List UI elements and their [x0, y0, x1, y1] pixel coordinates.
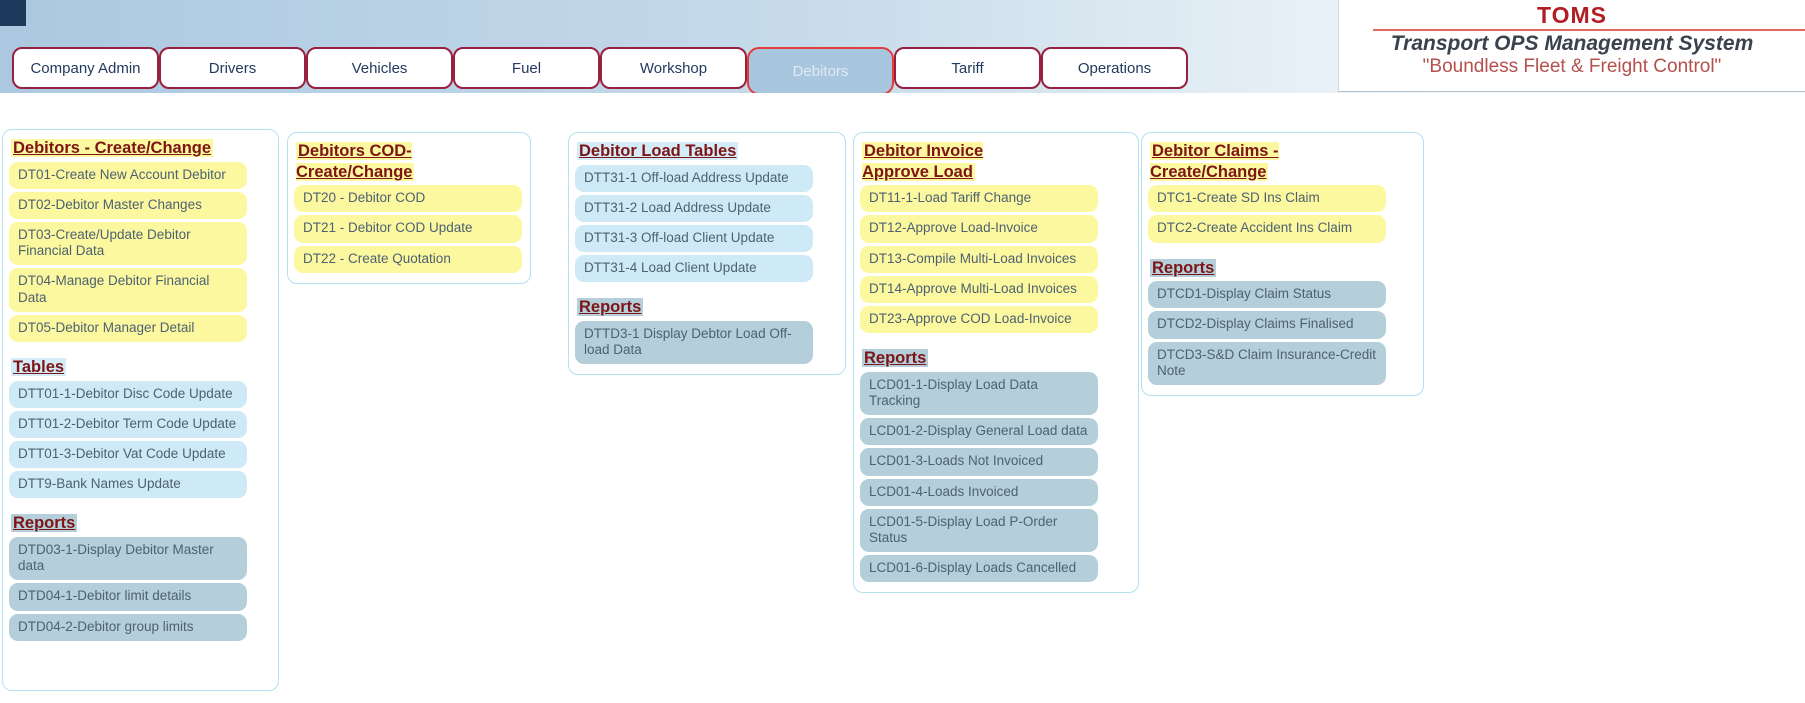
- tab-workshop[interactable]: Workshop: [600, 47, 747, 89]
- section-heading: Debitor Invoice Approve Load: [862, 141, 1130, 182]
- section-heading-label: Debitor Invoice Approve Load: [862, 142, 984, 181]
- tab-drivers[interactable]: Drivers: [159, 47, 306, 89]
- panel-debitor-load-tables: Debitor Load Tables DTT31-1 Off-load Addr…: [568, 132, 846, 376]
- section-heading: Debitors - Create/Change: [11, 138, 270, 159]
- panel-debitors-create-change: Debitors - Create/Change DT01-Create New …: [2, 129, 279, 691]
- section-heading: Debitor Load Tables: [577, 141, 837, 162]
- section: Reports LCD01-1-Display Load Data Trackin…: [860, 348, 1130, 583]
- section-heading-label: Debitor Load Tables: [577, 142, 739, 160]
- tab-operations[interactable]: Operations: [1041, 47, 1188, 89]
- panel-debitor-invoice-approve-load: Debitor Invoice Approve Load DT11-1-Load …: [853, 132, 1139, 594]
- section-heading-label: Debitors - Create/Change: [11, 139, 214, 157]
- menu-item[interactable]: DTT31-3 Off-load Client Update: [575, 225, 813, 253]
- section-heading: Debitors COD- Create/Change: [296, 141, 522, 182]
- menu-item[interactable]: DT03-Create/Update Debitor Financial Dat…: [9, 222, 247, 266]
- section: Debitors COD- Create/Change DT20 - Debito…: [294, 141, 522, 273]
- section: Debitors - Create/Change DT01-Create New …: [9, 138, 270, 342]
- section-heading: Tables: [11, 357, 270, 378]
- menu-item[interactable]: DTCD2-Display Claims Finalised: [1148, 311, 1386, 339]
- tab-company-admin[interactable]: Company Admin: [12, 47, 159, 89]
- section-heading-label: Reports: [862, 349, 929, 368]
- menu-item[interactable]: DTT01-3-Debitor Vat Code Update: [9, 440, 247, 469]
- menu-item[interactable]: DTD04-2-Debitor group limits: [9, 613, 247, 641]
- menu-item[interactable]: DT20 - Debitor COD: [294, 185, 522, 213]
- tab-tariff[interactable]: Tariff: [894, 47, 1041, 89]
- section-heading: Debitor Claims - Create/Change: [1150, 141, 1415, 182]
- section: Tables DTT01-1-Debitor Disc Code Update DT…: [9, 357, 270, 499]
- section-heading: Reports: [1150, 258, 1415, 279]
- menu-item[interactable]: LCD01-2-Display General Load data: [860, 418, 1098, 446]
- panel-debitors-cod-create-change: Debitors COD- Create/Change DT20 - Debito…: [287, 132, 531, 284]
- menu-item[interactable]: LCD01-1-Display Load Data Tracking: [860, 371, 1098, 416]
- section-heading-label: Reports: [577, 298, 644, 317]
- section: Debitor Load Tables DTT31-1 Off-load Addr…: [575, 141, 837, 283]
- section: Debitor Claims - Create/Change DTC1-Creat…: [1148, 141, 1415, 243]
- section-heading: Reports: [577, 297, 837, 318]
- menu-item[interactable]: DTT31-4 Load Client Update: [575, 255, 813, 283]
- logo-panel: TOMS Transport OPS Management System "Bo…: [1338, 0, 1805, 92]
- section: Debitor Invoice Approve Load DT11-1-Load …: [860, 141, 1130, 334]
- menu-item[interactable]: DTT31-1 Off-load Address Update: [575, 164, 813, 192]
- menu-item[interactable]: DT04-Manage Debitor Financial Data: [9, 268, 247, 312]
- menu-item[interactable]: LCD01-5-Display Load P-Order Status: [860, 508, 1098, 553]
- menu-item[interactable]: DTT9-Bank Names Update: [9, 471, 247, 499]
- logo-title: TOMS: [1536, 2, 1608, 28]
- menu-item[interactable]: DT11-1-Load Tariff Change: [860, 185, 1098, 213]
- logo-subtitle: Transport OPS Management System: [1390, 32, 1754, 56]
- menu-item[interactable]: DT21 - Debitor COD Update: [294, 215, 522, 243]
- menu-item[interactable]: DTD03-1-Display Debitor Master data: [9, 536, 247, 581]
- menu-item[interactable]: DT22 - Create Quotation: [294, 245, 522, 273]
- menu-item[interactable]: DT14-Approve Multi-Load Invoices: [860, 275, 1098, 303]
- header-bar: Company Admin Drivers Vehicles Fuel Workshop…: [0, 0, 1805, 95]
- section-heading-label: Tables: [11, 357, 67, 376]
- menu-item[interactable]: DTD04-1-Debitor limit details: [9, 583, 247, 611]
- menu-item[interactable]: DTT31-2 Load Address Update: [575, 194, 813, 222]
- menu-item[interactable]: LCD01-3-Loads Not Invoiced: [860, 448, 1098, 476]
- module-tabs: Company Admin Drivers Vehicles Fuel Workshop…: [12, 47, 1188, 95]
- menu-item[interactable]: DT23-Approve COD Load-Invoice: [860, 306, 1098, 334]
- menu-item[interactable]: DTTD3-1 Display Debtor Load Off-load Dat…: [575, 321, 813, 365]
- section-heading-label: Debitors COD- Create/Change: [296, 142, 415, 181]
- menu-item[interactable]: LCD01-6-Display Loads Cancelled: [860, 555, 1098, 583]
- section-heading-label: Debitor Claims - Create/Change: [1150, 142, 1279, 181]
- menu-item[interactable]: DT12-Approve Load-Invoice: [860, 215, 1098, 243]
- menu-item[interactable]: DTC1-Create SD Ins Claim: [1148, 185, 1386, 213]
- menu-item[interactable]: DTC2-Create Accident Ins Claim: [1148, 215, 1386, 243]
- menu-item[interactable]: LCD01-4-Loads Invoiced: [860, 478, 1098, 506]
- menu-item[interactable]: DTCD1-Display Claim Status: [1148, 281, 1386, 309]
- menu-item[interactable]: DTT01-1-Debitor Disc Code Update: [9, 380, 247, 408]
- menu-board: Debitors - Create/Change DT01-Create New …: [0, 93, 1805, 703]
- section-heading: Reports: [862, 348, 1130, 369]
- menu-item[interactable]: DTT01-2-Debitor Term Code Update: [9, 410, 247, 438]
- menu-item[interactable]: DT01-Create New Account Debitor: [9, 161, 247, 189]
- section: Reports DTTD3-1 Display Debtor Load Off-l…: [575, 297, 837, 365]
- section-heading-label: Reports: [11, 514, 78, 533]
- tab-debitors[interactable]: Debitors: [747, 47, 894, 95]
- menu-item[interactable]: DT13-Compile Multi-Load Invoices: [860, 245, 1098, 273]
- menu-item[interactable]: DT05-Debitor Manager Detail: [9, 314, 247, 342]
- corner-square: [0, 0, 26, 26]
- menu-item[interactable]: DTCD3-S&D Claim Insurance-Credit Note: [1148, 341, 1386, 385]
- section-heading-label: Reports: [1150, 258, 1217, 277]
- panel-debitor-claims-create-change: Debitor Claims - Create/Change DTC1-Creat…: [1141, 132, 1424, 396]
- section-heading: Reports: [11, 513, 270, 534]
- logo-divider: [1373, 29, 1805, 32]
- logo-tagline: "Boundless Fleet & Freight Control": [1422, 56, 1722, 78]
- section: Reports DTD03-1-Display Debitor Master da…: [9, 513, 270, 641]
- tab-vehicles[interactable]: Vehicles: [306, 47, 453, 89]
- section: Reports DTCD1-Display Claim Status DTCD2-D…: [1148, 258, 1415, 385]
- tab-fuel[interactable]: Fuel: [453, 47, 600, 89]
- menu-item[interactable]: DT02-Debitor Master Changes: [9, 191, 247, 219]
